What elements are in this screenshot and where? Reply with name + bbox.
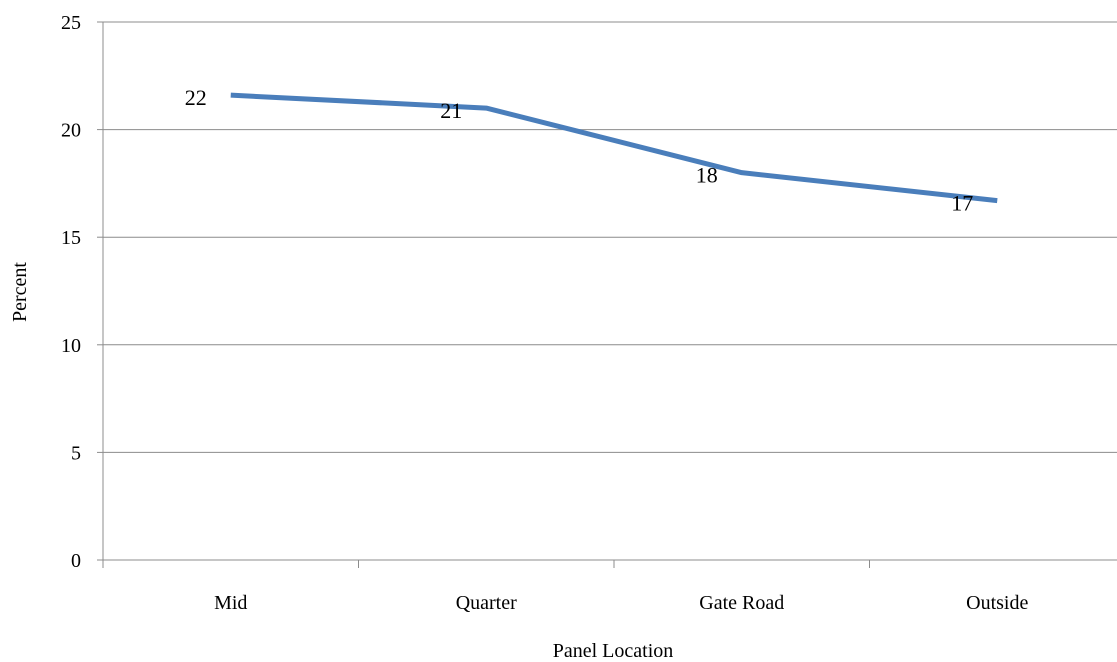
data-label: 22 [185, 85, 207, 110]
y-tick-label: 25 [61, 12, 81, 34]
data-label: 18 [696, 163, 718, 188]
data-label: 21 [440, 98, 462, 123]
x-tick-label: Mid [214, 592, 247, 614]
series-area [230, 92, 998, 204]
y-tick-label: 20 [61, 120, 81, 142]
x-tick-label: Gate Road [699, 592, 784, 614]
y-tick-label: 10 [61, 335, 81, 357]
axes: 0 5 10 15 20 25 Mid Quarter Gate Road Outside [61, 12, 1117, 614]
series-line-0 [230, 92, 998, 204]
gridlines [103, 21, 1117, 453]
x-tick-label: Outside [966, 592, 1028, 614]
data-labels: 22 21 18 17 [185, 85, 974, 215]
data-label: 17 [951, 191, 973, 216]
x-tick-label: Quarter [456, 592, 517, 614]
y-axis-title: Percent [9, 262, 31, 322]
x-axis-title: Panel Location [553, 640, 674, 662]
y-tick-label: 5 [71, 442, 81, 464]
y-tick-label: 15 [61, 227, 81, 249]
y-tick-label: 0 [71, 550, 81, 572]
